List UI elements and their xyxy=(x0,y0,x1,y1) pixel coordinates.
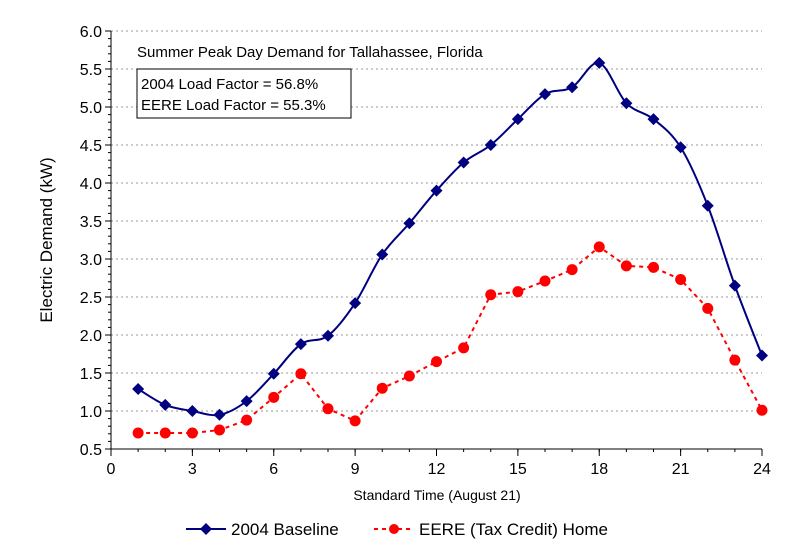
data-point-diamond xyxy=(294,338,307,351)
y-tick-label: 6.0 xyxy=(80,24,102,41)
x-tick-label: 18 xyxy=(590,461,608,478)
axes xyxy=(105,30,763,456)
data-point-circle xyxy=(322,403,334,415)
data-point-circle xyxy=(132,427,144,439)
data-point-circle xyxy=(648,261,659,273)
series-baseline xyxy=(132,56,768,421)
chart-title: Summer Peak Day Demand for Tallahassee, … xyxy=(137,44,483,61)
y-tick-label: 4.5 xyxy=(80,138,102,155)
y-tick-label: 2.0 xyxy=(80,328,102,345)
data-point-diamond xyxy=(376,248,389,261)
data-point-circle xyxy=(702,302,714,314)
data-point-circle xyxy=(403,370,415,382)
legend-label-baseline: 2004 Baseline xyxy=(231,520,339,539)
y-tick-label: 3.5 xyxy=(80,214,102,231)
data-point-diamond xyxy=(728,279,741,292)
y-tick-label: 3.0 xyxy=(80,252,102,269)
data-point-circle xyxy=(485,289,497,301)
data-point-diamond xyxy=(322,329,334,342)
data-point-diamond xyxy=(701,199,714,212)
y-tick-label: 1.5 xyxy=(80,366,102,383)
data-point-circle xyxy=(512,286,524,298)
series-group xyxy=(132,56,768,439)
legend: 2004 Baseline EERE (Tax Credit) Home xyxy=(186,520,608,539)
x-tick-label: 15 xyxy=(509,461,527,478)
data-point-diamond xyxy=(620,97,633,110)
y-tick-label: 1.0 xyxy=(80,404,102,421)
data-point-diamond xyxy=(484,139,497,151)
data-point-diamond xyxy=(756,349,768,362)
data-point-diamond xyxy=(349,297,362,310)
data-point-circle xyxy=(376,382,388,394)
annotation-2004-load-factor: 2004 Load Factor = 56.8% xyxy=(141,76,318,93)
y-tick-label: 2.5 xyxy=(80,290,102,307)
data-point-diamond xyxy=(457,156,470,169)
load-factor-box xyxy=(136,68,352,119)
data-point-circle xyxy=(729,354,741,366)
data-point-circle xyxy=(186,427,198,439)
x-tick-label: 6 xyxy=(269,461,278,478)
gridlines xyxy=(111,30,762,412)
data-point-diamond xyxy=(593,56,606,69)
y-tick-label: 5.5 xyxy=(80,62,102,79)
y-tick-label: 5.0 xyxy=(80,100,102,117)
data-point-circle xyxy=(675,274,687,286)
data-point-circle xyxy=(620,260,632,272)
data-point-circle xyxy=(241,414,253,426)
data-point-circle xyxy=(349,415,361,427)
data-point-diamond xyxy=(566,81,579,94)
data-point-diamond xyxy=(186,405,199,417)
data-point-diamond xyxy=(267,367,280,380)
data-point-circle xyxy=(539,275,551,287)
tick-labels: 0.5 1.0 1.5 2.0 2.5 3.0 3.5 4.0 4.5 5.0 5.5 6.0 0 3 6 9… xyxy=(80,24,771,478)
data-point-diamond xyxy=(213,408,226,421)
data-point-circle xyxy=(566,264,578,276)
x-tick-label: 24 xyxy=(753,461,771,478)
legend-label-eere: EERE (Tax Credit) Home xyxy=(419,520,608,539)
data-point-diamond xyxy=(159,398,172,411)
data-point-circle xyxy=(458,342,470,354)
series-line xyxy=(138,245,763,435)
data-point-circle xyxy=(159,427,171,439)
data-point-circle xyxy=(756,404,768,416)
x-tick-label: 21 xyxy=(672,461,690,478)
y-tick-label: 0.5 xyxy=(80,442,102,459)
data-point-circle xyxy=(593,241,605,253)
series-eere xyxy=(132,241,768,439)
y-axis-label: Electric Demand (kW) xyxy=(37,157,56,322)
data-point-diamond xyxy=(132,382,145,395)
data-point-diamond xyxy=(539,88,551,101)
legend-marker-circle-icon xyxy=(389,524,399,534)
data-point-diamond xyxy=(430,184,443,197)
data-point-circle xyxy=(431,356,442,368)
legend-marker-diamond-icon xyxy=(200,523,212,535)
data-point-circle xyxy=(295,368,307,380)
y-tick-label: 4.0 xyxy=(80,176,102,193)
x-axis-label: Standard Time (August 21) xyxy=(353,487,520,503)
data-point-circle xyxy=(214,424,225,436)
data-point-diamond xyxy=(511,113,524,126)
annotation-eere-load-factor: EERE Load Factor = 55.3% xyxy=(141,97,326,114)
x-tick-label: 3 xyxy=(188,461,197,478)
data-point-diamond xyxy=(674,141,687,154)
data-point-circle xyxy=(268,391,280,403)
data-point-diamond xyxy=(403,217,416,230)
data-point-diamond xyxy=(647,113,660,126)
x-tick-label: 12 xyxy=(428,461,446,478)
x-tick-label: 0 xyxy=(107,461,116,478)
data-point-diamond xyxy=(240,395,253,408)
x-tick-label: 9 xyxy=(351,461,360,478)
